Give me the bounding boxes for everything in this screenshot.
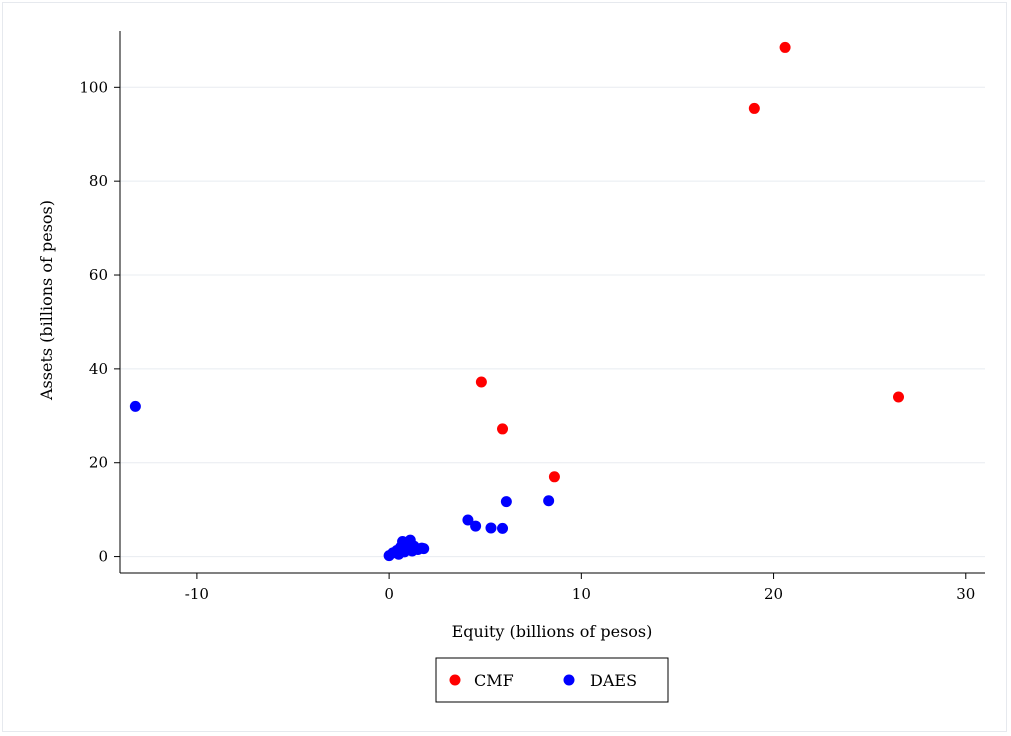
data-point-daes [129,400,141,412]
data-point-cmf [893,391,904,403]
legend-box [435,657,669,703]
data-point-daes [462,514,474,526]
data-point-cmf [779,41,791,53]
y-tick-label: 100 [79,78,108,96]
data-points [129,41,904,562]
data-point-daes [497,522,509,534]
y-tick-label: 80 [89,172,108,190]
data-point-daes [500,496,512,508]
x-tick-label: 20 [764,585,783,603]
data-point-daes [543,495,555,507]
y-axis-title: Assets (billions of pesos) [37,200,56,401]
data-point-daes [470,520,482,532]
y-tick-label: 0 [98,548,108,566]
data-point-cmf [497,423,509,435]
data-point-daes [418,543,430,555]
gridlines [120,86,985,558]
legend-marker-daes [563,674,575,686]
y-tick-label: 60 [89,266,108,284]
data-point-cmf [748,102,760,114]
axes [119,31,985,574]
ticks: 0 20 40 60 80 100 -10 0 10 20 30 [79,78,975,603]
data-point-cmf [475,376,487,388]
x-tick-label: 30 [956,585,975,603]
x-tick-label: 10 [572,585,591,603]
data-point-cmf [548,471,560,483]
legend-marker-cmf [449,674,461,686]
data-point-daes [485,522,497,534]
legend: CMF DAES [435,657,669,703]
legend-label-cmf: CMF [474,671,514,690]
x-tick-label: -10 [185,585,209,603]
y-tick-label: 40 [89,360,108,378]
legend-label-daes: DAES [590,671,637,690]
x-tick-label: 0 [384,585,394,603]
x-axis-title: Equity (billions of pesos) [452,622,653,641]
y-tick-label: 20 [89,454,108,472]
